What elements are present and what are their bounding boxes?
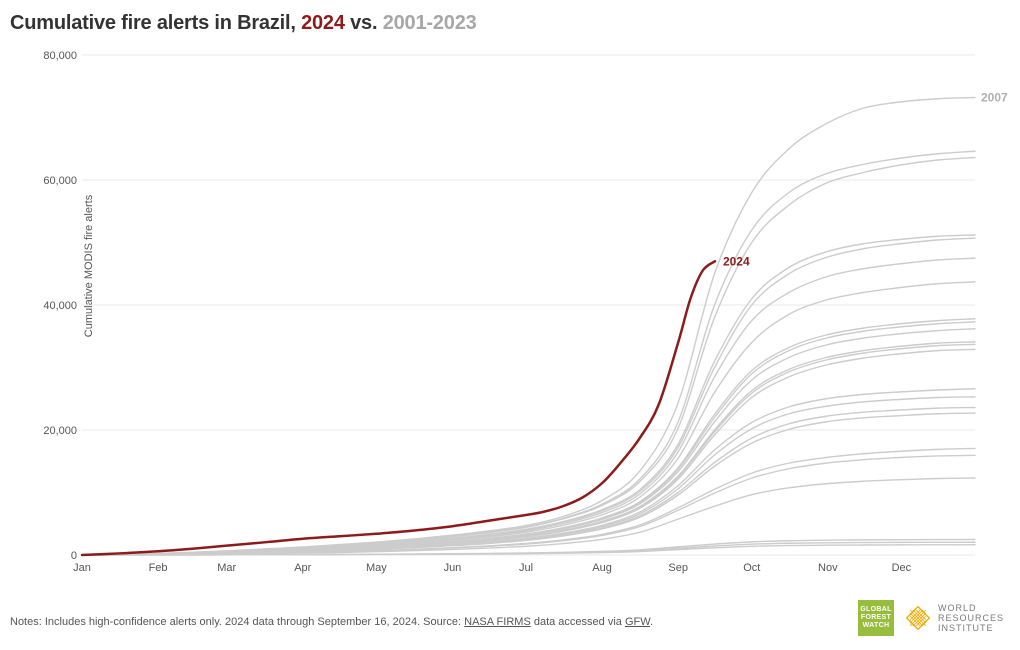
title-vs: vs. (345, 12, 383, 34)
x-tick-label: Feb (149, 562, 168, 574)
notes-suffix: . (650, 616, 653, 628)
notes-prefix: Notes: Includes high-confidence alerts o… (10, 616, 464, 628)
y-tick-label: 20,000 (43, 425, 77, 437)
notes-link-nasa[interactable]: NASA FIRMS (464, 616, 531, 628)
x-tick-label: Sep (668, 562, 688, 574)
chart-notes: Notes: Includes high-confidence alerts o… (10, 616, 653, 628)
y-tick-label: 80,000 (43, 50, 77, 62)
historical-line (82, 235, 975, 555)
logo-row: GLOBAL FOREST WATCH WORLD RESOURCES INST… (858, 600, 1004, 636)
x-tick-label: Apr (294, 562, 311, 574)
y-tick-label: 40,000 (43, 300, 77, 312)
x-tick-label: Oct (743, 562, 760, 574)
x-tick-label: Jun (444, 562, 462, 574)
gfw-logo-text: GLOBAL FOREST WATCH (858, 606, 894, 630)
historical-line (82, 258, 975, 555)
wri-line2: RESOURCES (938, 613, 1004, 623)
x-tick-label: May (366, 562, 387, 574)
gfw-logo: GLOBAL FOREST WATCH (858, 600, 894, 636)
historical-line (82, 344, 975, 555)
wri-line3: INSTITUTE (938, 623, 1004, 633)
title-prefix: Cumulative fire alerts in Brazil, (10, 12, 301, 34)
line-chart: 0 20,000 40,000 60,000 80,000 Jan Feb Mar Apr May… (0, 40, 1020, 600)
chart-title: Cumulative fire alerts in Brazil, 2024 v… (10, 12, 477, 35)
wri-logo: WORLD RESOURCES INSTITUTE (904, 603, 1004, 633)
current-year-label: 2024 (723, 254, 750, 268)
historical-line (82, 349, 975, 555)
x-tick-label: Jan (73, 562, 91, 574)
historical-line (82, 342, 975, 555)
x-tick-label: Nov (818, 562, 838, 574)
x-tick-label: Aug (592, 562, 612, 574)
x-tick-label: Jul (519, 562, 533, 574)
historical-line (82, 151, 975, 555)
title-range: 2001-2023 (383, 12, 477, 34)
y-tick-label: 0 (71, 550, 77, 562)
y-tick-label: 60,000 (43, 175, 77, 187)
historical-line (82, 98, 975, 556)
notes-mid: data accessed via (531, 616, 625, 628)
x-tick-label: Dec (892, 562, 912, 574)
notes-link-gfw[interactable]: GFW (625, 616, 650, 628)
x-tick-label: Mar (217, 562, 236, 574)
wri-logo-icon (904, 604, 932, 632)
wri-line1: WORLD (938, 603, 1004, 613)
series-end-label: 2007 (981, 91, 1008, 105)
historical-line (82, 329, 975, 555)
title-highlight: 2024 (301, 12, 345, 34)
wri-logo-text: WORLD RESOURCES INSTITUTE (938, 603, 1004, 633)
